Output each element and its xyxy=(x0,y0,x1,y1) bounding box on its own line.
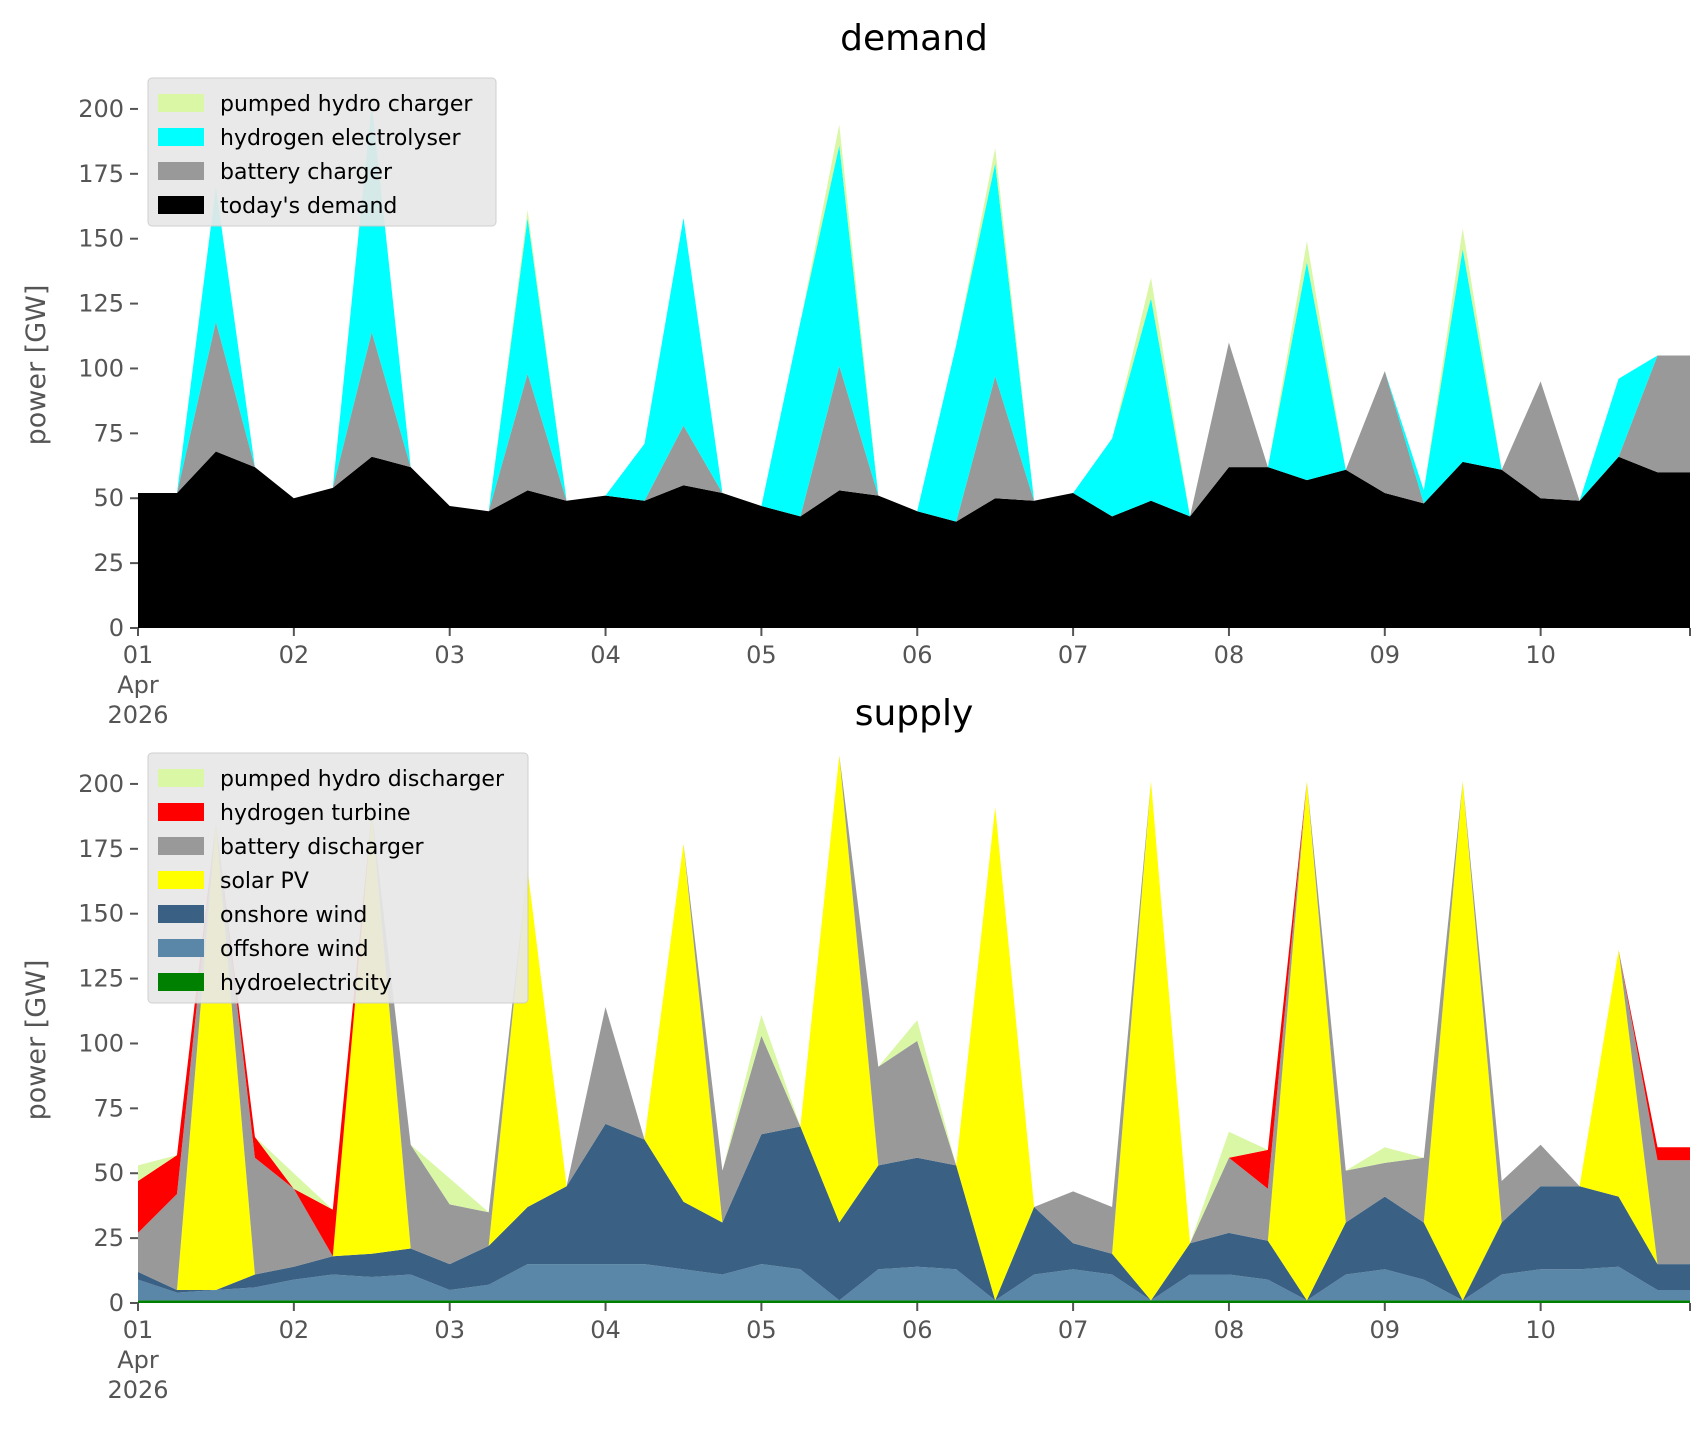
legend: pumped hydro charger hydrogen electrolyse… xyxy=(147,77,497,227)
y-axis: 0 25 50 75 100 125 150 175 200 xyxy=(78,770,138,1317)
y-tick-label: 25 xyxy=(93,1224,124,1252)
y-tick-label: 25 xyxy=(93,549,124,577)
series-area-onshore-wind xyxy=(138,1123,1690,1301)
y-tick-label: 100 xyxy=(78,354,124,382)
legend-swatch xyxy=(158,939,204,957)
y-tick-label: 0 xyxy=(109,614,124,642)
x-axis: 01 Apr 2026 02 03 04 05 06 07 08 09 10 xyxy=(107,628,1691,729)
legend-swatch xyxy=(158,905,204,923)
x-tick-label: 07 xyxy=(1058,641,1089,669)
y-axis: 0 25 50 75 100 125 150 175 200 xyxy=(78,95,138,642)
y-tick-label: 200 xyxy=(78,770,124,798)
legend-label: offshore wind xyxy=(220,937,369,962)
x-tick-label: 08 xyxy=(1214,641,1245,669)
series-area-battery-charger xyxy=(138,321,1690,522)
y-tick-label: 50 xyxy=(93,484,124,512)
y-tick-label: 50 xyxy=(93,1159,124,1187)
legend-swatch xyxy=(158,871,204,889)
y-tick-label: 100 xyxy=(78,1029,124,1057)
legend-label: battery charger xyxy=(220,160,393,185)
plot-area xyxy=(138,103,1690,628)
y-tick-label: 75 xyxy=(93,1094,124,1122)
legend-swatch xyxy=(158,769,204,787)
x-tick-label: 09 xyxy=(1370,1316,1401,1344)
legend-swatch xyxy=(158,837,204,855)
x-tick-label: 01 Apr 2026 xyxy=(107,1316,168,1404)
series-area-hydroelectricity xyxy=(138,1300,1690,1303)
legend-swatch xyxy=(158,162,204,180)
x-tick-label: 01 Apr 2026 xyxy=(107,641,168,729)
legend-swatch xyxy=(158,128,204,146)
legend-label: today's demand xyxy=(220,194,397,219)
y-tick-label: 0 xyxy=(109,1289,124,1317)
legend-box xyxy=(147,77,497,227)
x-tick-label: 02 xyxy=(279,1316,310,1344)
y-tick-label: 75 xyxy=(93,419,124,447)
y-tick-label: 125 xyxy=(78,290,124,318)
y-tick-label: 200 xyxy=(78,95,124,123)
x-tick-label: 02 xyxy=(279,641,310,669)
legend-label: pumped hydro discharger xyxy=(220,767,505,792)
legend-label: solar PV xyxy=(220,869,309,894)
legend-swatch xyxy=(158,196,204,214)
legend: pumped hydro discharger hydrogen turbine b… xyxy=(147,752,529,1004)
series-area-today-s-demand xyxy=(138,451,1690,628)
x-tick-label: 04 xyxy=(590,641,621,669)
x-tick-label: 05 xyxy=(746,641,777,669)
series-area-hydrogen-electrolyser xyxy=(138,103,1690,522)
y-tick-label: 150 xyxy=(78,900,124,928)
x-tick-label: 06 xyxy=(902,1316,933,1344)
legend-label: hydrogen turbine xyxy=(220,801,411,826)
y-tick-label: 175 xyxy=(78,835,124,863)
x-tick-label: 10 xyxy=(1525,641,1556,669)
x-tick-label: 10 xyxy=(1525,1316,1556,1344)
legend-label: pumped hydro charger xyxy=(220,92,473,117)
x-tick-label: 08 xyxy=(1214,1316,1245,1344)
y-tick-label: 175 xyxy=(78,160,124,188)
x-tick-label: 04 xyxy=(590,1316,621,1344)
legend-label: onshore wind xyxy=(220,903,367,928)
demand-chart: demand power [GW] 0 25 50 75 100 125 150 175 200… xyxy=(21,18,1691,729)
x-tick-label: 07 xyxy=(1058,1316,1089,1344)
legend-swatch xyxy=(158,803,204,821)
supply-chart: supply power [GW] 0 25 50 75 100 125 150 175 200… xyxy=(21,693,1691,1404)
series-area-offshore-wind xyxy=(138,1264,1690,1301)
legend-label: battery discharger xyxy=(220,835,425,860)
x-tick-label: 09 xyxy=(1370,641,1401,669)
series-area-battery-discharger xyxy=(138,755,1690,1290)
y-tick-label: 150 xyxy=(78,225,124,253)
chart-title: supply xyxy=(855,693,974,734)
legend-label: hydrogen electrolyser xyxy=(220,126,461,151)
y-axis-label: power [GW] xyxy=(21,960,52,1121)
y-tick-label: 125 xyxy=(78,965,124,993)
chart-title: demand xyxy=(840,18,988,59)
x-tick-label: 06 xyxy=(902,641,933,669)
y-axis-label: power [GW] xyxy=(21,285,52,446)
x-axis: 01 Apr 2026 02 03 04 05 06 07 08 09 10 xyxy=(107,1303,1691,1404)
x-tick-label: 03 xyxy=(434,641,465,669)
legend-swatch xyxy=(158,94,204,112)
x-tick-label: 03 xyxy=(434,1316,465,1344)
legend-box xyxy=(147,752,529,1004)
x-tick-label: 05 xyxy=(746,1316,777,1344)
legend-label: hydroelectricity xyxy=(220,971,392,996)
legend-swatch xyxy=(158,973,204,991)
